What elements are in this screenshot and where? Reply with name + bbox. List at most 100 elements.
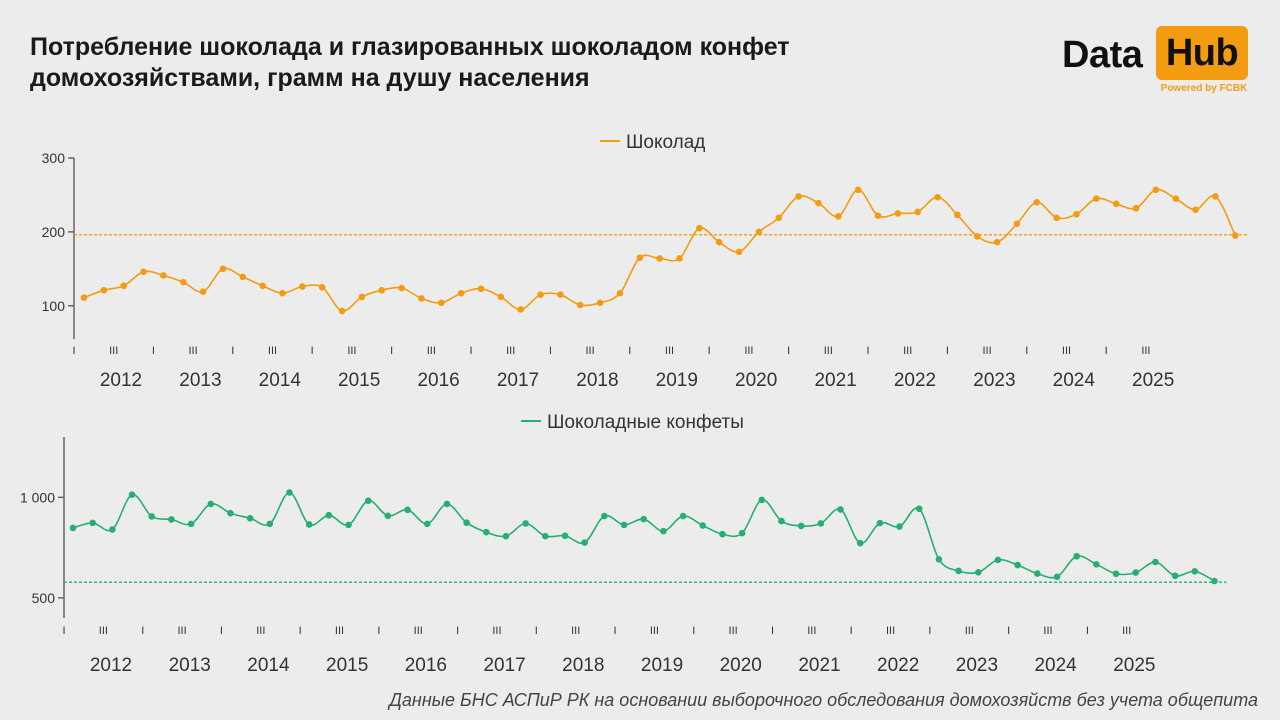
data-point bbox=[676, 255, 683, 262]
data-point bbox=[1152, 186, 1160, 194]
data-point bbox=[207, 500, 215, 508]
data-point bbox=[69, 524, 77, 532]
data-point bbox=[325, 511, 333, 519]
data-point bbox=[935, 555, 943, 563]
data-point bbox=[179, 278, 187, 286]
data-point bbox=[854, 186, 862, 194]
data-point bbox=[1093, 561, 1100, 568]
data-point bbox=[522, 520, 529, 527]
logo-hub-badge: Hub bbox=[1156, 26, 1248, 80]
data-point bbox=[384, 512, 392, 520]
data-point bbox=[835, 213, 842, 220]
chart-title-line1: Потребление шоколада и глазированных шок… bbox=[30, 33, 790, 61]
data-point bbox=[1053, 573, 1061, 581]
x-quarter-tick-label: I bbox=[946, 345, 949, 357]
data-point bbox=[755, 228, 763, 236]
data-point bbox=[735, 248, 743, 256]
x-quarter-tick-label: I bbox=[62, 625, 65, 637]
data-point bbox=[856, 539, 864, 547]
data-point bbox=[378, 286, 386, 294]
data-point bbox=[423, 520, 431, 528]
data-point bbox=[576, 301, 584, 309]
x-quarter-tick-label: I bbox=[231, 345, 234, 357]
x-quarter-tick-label: I bbox=[771, 625, 774, 637]
legend-label: Шоколадные конфеты bbox=[547, 412, 744, 433]
data-point bbox=[246, 514, 254, 522]
x-year-label: 2014 bbox=[259, 370, 302, 391]
data-point bbox=[934, 193, 941, 201]
data-point bbox=[398, 284, 405, 292]
data-point bbox=[557, 291, 564, 298]
x-quarter-tick-label: III bbox=[492, 625, 501, 637]
datahub-logo: Data Hub Powered by FCBK bbox=[1060, 26, 1250, 96]
x-quarter-tick-label: III bbox=[256, 625, 265, 637]
x-quarter-tick-label: III bbox=[268, 345, 277, 357]
x-quarter-tick-label: III bbox=[1043, 625, 1052, 637]
data-point bbox=[279, 289, 286, 297]
x-quarter-tick-label: III bbox=[99, 625, 108, 637]
data-point bbox=[699, 522, 707, 529]
data-point bbox=[601, 512, 608, 520]
x-quarter-tick-label: III bbox=[903, 345, 912, 357]
data-point bbox=[973, 233, 981, 240]
x-quarter-tick-label: III bbox=[1141, 345, 1150, 357]
data-point bbox=[140, 268, 147, 276]
data-point bbox=[109, 526, 116, 533]
y-tick-label: 100 bbox=[42, 298, 66, 314]
data-point bbox=[696, 224, 703, 232]
y-tick-label: 500 bbox=[32, 590, 56, 606]
data-point bbox=[497, 293, 505, 301]
data-point bbox=[581, 539, 588, 546]
x-quarter-tick-label: I bbox=[614, 625, 617, 637]
x-quarter-tick-label: III bbox=[506, 345, 515, 357]
data-point bbox=[219, 265, 227, 273]
x-quarter-tick-label: III bbox=[983, 345, 992, 357]
x-quarter-tick-label: I bbox=[1086, 625, 1089, 637]
x-quarter-tick-label: I bbox=[220, 625, 223, 637]
x-year-label: 2019 bbox=[656, 370, 698, 391]
x-year-label: 2022 bbox=[894, 370, 936, 391]
data-point bbox=[239, 273, 247, 281]
x-year-label: 2018 bbox=[562, 655, 604, 676]
data-point bbox=[160, 272, 167, 279]
data-point bbox=[128, 491, 136, 499]
data-point bbox=[1073, 210, 1080, 218]
data-point bbox=[120, 282, 127, 290]
x-quarter-tick-label: III bbox=[744, 345, 753, 357]
data-point bbox=[797, 522, 805, 530]
data-point bbox=[1112, 570, 1120, 578]
x-quarter-tick-label: I bbox=[928, 625, 931, 637]
data-point bbox=[345, 521, 352, 529]
x-quarter-tick-label: I bbox=[390, 345, 393, 357]
data-point bbox=[1212, 193, 1219, 200]
x-year-label: 2015 bbox=[326, 655, 368, 676]
x-year-label: 2023 bbox=[973, 370, 1015, 391]
data-point bbox=[656, 255, 663, 262]
data-point bbox=[338, 307, 346, 315]
x-year-label: 2023 bbox=[956, 655, 998, 676]
x-quarter-tick-label: I bbox=[311, 345, 314, 357]
data-point bbox=[876, 519, 884, 527]
x-quarter-tick-label: III bbox=[335, 625, 344, 637]
x-quarter-tick-label: I bbox=[299, 625, 302, 637]
x-year-label: 2017 bbox=[483, 655, 525, 676]
x-year-label: 2019 bbox=[641, 655, 683, 676]
x-quarter-tick-label: III bbox=[571, 625, 580, 637]
data-point bbox=[199, 288, 207, 296]
x-year-label: 2021 bbox=[798, 655, 840, 676]
data-point bbox=[795, 193, 802, 200]
x-quarter-tick-label: I bbox=[456, 625, 459, 637]
data-point bbox=[636, 254, 644, 262]
data-point bbox=[1172, 195, 1180, 202]
data-point bbox=[187, 520, 195, 528]
data-point bbox=[463, 519, 470, 526]
x-quarter-tick-label: III bbox=[427, 345, 436, 357]
x-quarter-tick-label: III bbox=[189, 345, 198, 357]
data-point bbox=[364, 497, 372, 505]
data-point bbox=[482, 528, 490, 536]
x-year-label: 2017 bbox=[497, 370, 539, 391]
x-quarter-tick-label: I bbox=[141, 625, 144, 637]
x-year-label: 2013 bbox=[179, 370, 221, 391]
x-year-label: 2018 bbox=[576, 370, 618, 391]
